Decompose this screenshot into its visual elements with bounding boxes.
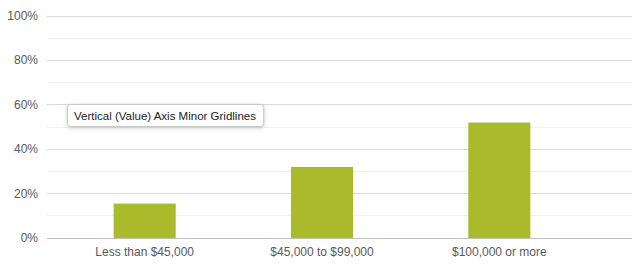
bars <box>114 123 531 238</box>
annotation: Vertical (Value) Axis Minor Gridlines <box>74 110 256 122</box>
chart-root: 0% 20% 40% 60% 80% 100% Less than $45,000 $45,0… <box>0 0 640 266</box>
y-tick-label: 0% <box>21 231 39 245</box>
grid <box>47 16 632 238</box>
gridline <box>47 16 632 17</box>
minor-gridline <box>47 82 632 83</box>
tooltip-box <box>68 105 264 127</box>
y-tick-label: 40% <box>14 142 38 156</box>
y-tick-label: 20% <box>14 187 38 201</box>
gridline <box>47 149 632 150</box>
y-tick-label: 80% <box>14 53 38 67</box>
bar <box>114 204 176 238</box>
gridline <box>47 60 632 61</box>
tooltip: Vertical (Value) Axis Minor Gridlines <box>68 105 264 127</box>
x-tick-label: $45,000 to $99,000 <box>270 245 374 259</box>
x-tick-label: Less than $45,000 <box>95 245 194 259</box>
y-tick-label: 100% <box>7 9 38 23</box>
chart-svg: 0% 20% 40% 60% 80% 100% Less than $45,000 $45,0… <box>0 0 640 266</box>
bar <box>291 167 353 238</box>
x-tick-label: $100,000 or more <box>452 245 547 259</box>
y-tick-label: 60% <box>14 98 38 112</box>
bar <box>468 123 530 238</box>
minor-gridline <box>47 38 632 39</box>
